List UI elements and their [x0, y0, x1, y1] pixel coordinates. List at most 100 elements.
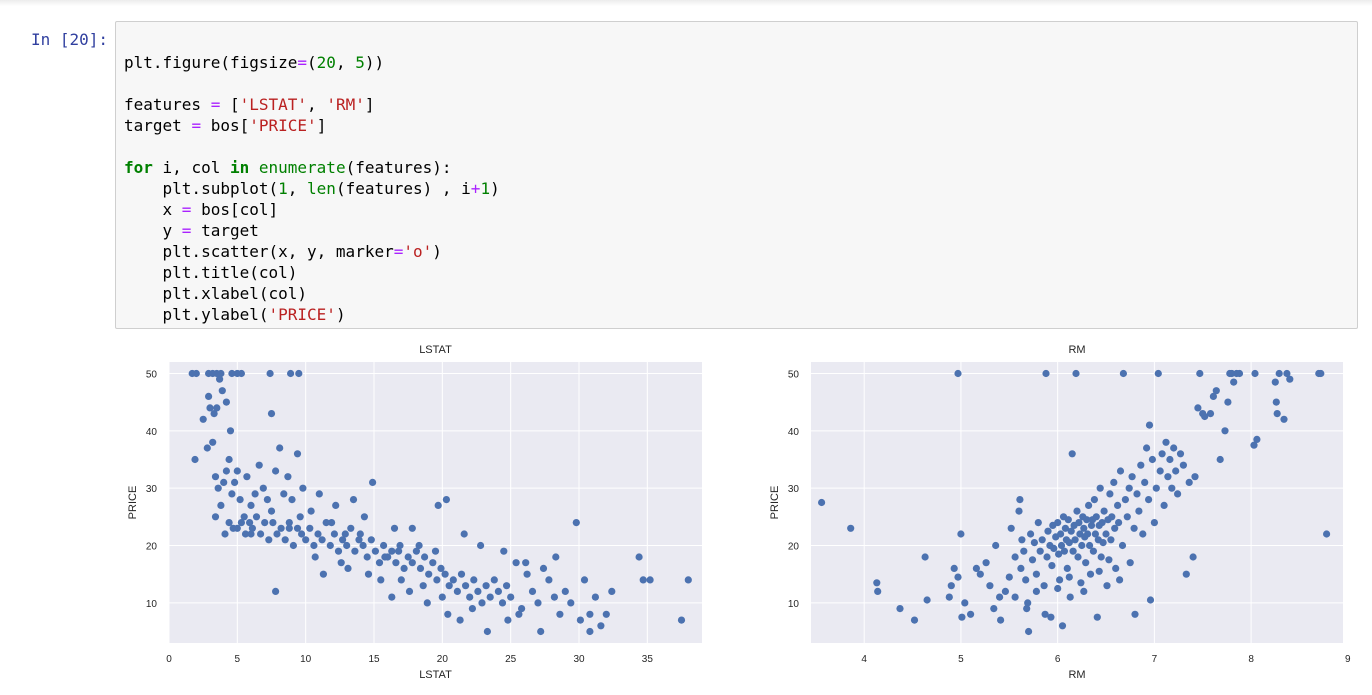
- data-point: [947, 582, 955, 590]
- data-point: [1017, 564, 1025, 572]
- code-token: enumerate: [258, 158, 346, 177]
- data-point: [1235, 369, 1244, 378]
- data-point: [241, 530, 250, 538]
- code-token: =: [393, 242, 404, 261]
- data-point: [1224, 398, 1232, 406]
- data-point: [405, 587, 414, 595]
- code-token: (: [307, 53, 317, 72]
- data-point: [295, 369, 303, 378]
- data-point: [1323, 530, 1331, 538]
- code-token: plt.scatter(x, y, marker: [124, 242, 394, 261]
- data-point: [431, 547, 440, 555]
- code-token: =: [297, 53, 308, 72]
- data-point: [982, 559, 990, 567]
- data-point: [237, 519, 245, 527]
- code-line: plt.title(col): [124, 262, 500, 283]
- data-point: [247, 530, 255, 538]
- data-point: [322, 519, 330, 527]
- data-point: [522, 559, 530, 567]
- data-point: [237, 369, 245, 378]
- code-cell[interactable]: plt.figure(figsize=(20, 5)) features = […: [115, 21, 1358, 329]
- data-point: [1172, 467, 1180, 475]
- code-token: plt.figure(figsize: [124, 53, 298, 72]
- y-tick-label: 40: [146, 427, 158, 438]
- code-editor[interactable]: plt.figure(figsize=(20, 5)) features = […: [124, 52, 500, 325]
- data-point: [1024, 599, 1032, 607]
- data-point: [482, 582, 490, 590]
- code-token: ): [432, 242, 442, 261]
- data-point: [957, 530, 965, 538]
- data-point: [460, 530, 468, 538]
- data-point: [961, 599, 969, 607]
- data-point: [1102, 530, 1110, 538]
- code-token: bos[: [201, 116, 250, 135]
- data-point: [945, 593, 953, 601]
- data-point: [1027, 530, 1035, 538]
- data-point: [523, 570, 531, 578]
- x-tick-label: 35: [642, 654, 654, 665]
- data-point: [1011, 553, 1019, 561]
- y-axis-label: PRICE: [127, 486, 139, 520]
- code-token: in: [229, 158, 250, 177]
- data-point: [646, 576, 654, 584]
- data-point: [534, 599, 542, 607]
- data-point: [388, 547, 396, 555]
- data-point: [423, 599, 431, 607]
- data-point: [923, 596, 931, 604]
- data-point: [311, 553, 319, 561]
- data-point: [287, 369, 295, 378]
- data-point: [415, 541, 423, 550]
- data-point: [518, 605, 526, 613]
- data-point: [950, 564, 958, 572]
- data-point: [257, 530, 265, 538]
- chart-title: LSTAT: [419, 344, 452, 356]
- data-point: [500, 547, 508, 555]
- data-point: [1110, 478, 1118, 486]
- data-point: [433, 576, 441, 584]
- data-point: [192, 369, 200, 378]
- data-point: [298, 530, 306, 538]
- data-point: [1077, 579, 1085, 587]
- y-tick-label: 50: [146, 369, 158, 380]
- data-point: [213, 404, 221, 412]
- data-point: [1116, 467, 1125, 475]
- data-point: [896, 605, 904, 613]
- data-point: [635, 553, 643, 561]
- code-token: plt.title(col): [124, 263, 298, 282]
- data-point: [211, 473, 220, 481]
- data-point: [1286, 375, 1294, 383]
- code-token: ): [335, 305, 346, 324]
- y-tick-label: 50: [788, 369, 800, 380]
- data-point: [1020, 547, 1028, 555]
- data-point: [272, 587, 280, 595]
- data-point: [233, 467, 241, 475]
- data-point: [1206, 410, 1215, 418]
- data-point: [1118, 541, 1127, 550]
- code-token: ): [490, 179, 500, 198]
- data-point: [263, 496, 271, 504]
- code-token: len: [307, 179, 336, 198]
- data-point: [597, 622, 605, 630]
- data-point: [1201, 412, 1209, 421]
- data-point: [371, 547, 379, 555]
- code-token: [: [220, 95, 240, 114]
- data-point: [1032, 570, 1040, 578]
- code-token: ,: [287, 179, 308, 198]
- data-point: [416, 564, 425, 572]
- data-point: [392, 559, 400, 567]
- data-point: [1073, 507, 1081, 515]
- data-point: [217, 369, 225, 378]
- data-point: [1086, 541, 1094, 550]
- data-point: [240, 513, 248, 521]
- data-point: [445, 582, 453, 590]
- x-tick-label: 9: [1345, 654, 1351, 665]
- data-point: [310, 541, 318, 550]
- data-point: [369, 478, 377, 486]
- data-point: [580, 576, 589, 584]
- data-point: [921, 553, 929, 561]
- x-tick-label: 4: [861, 654, 867, 665]
- data-point: [390, 524, 399, 532]
- data-point: [1099, 539, 1107, 547]
- data-point: [1001, 587, 1010, 595]
- data-point: [381, 553, 389, 561]
